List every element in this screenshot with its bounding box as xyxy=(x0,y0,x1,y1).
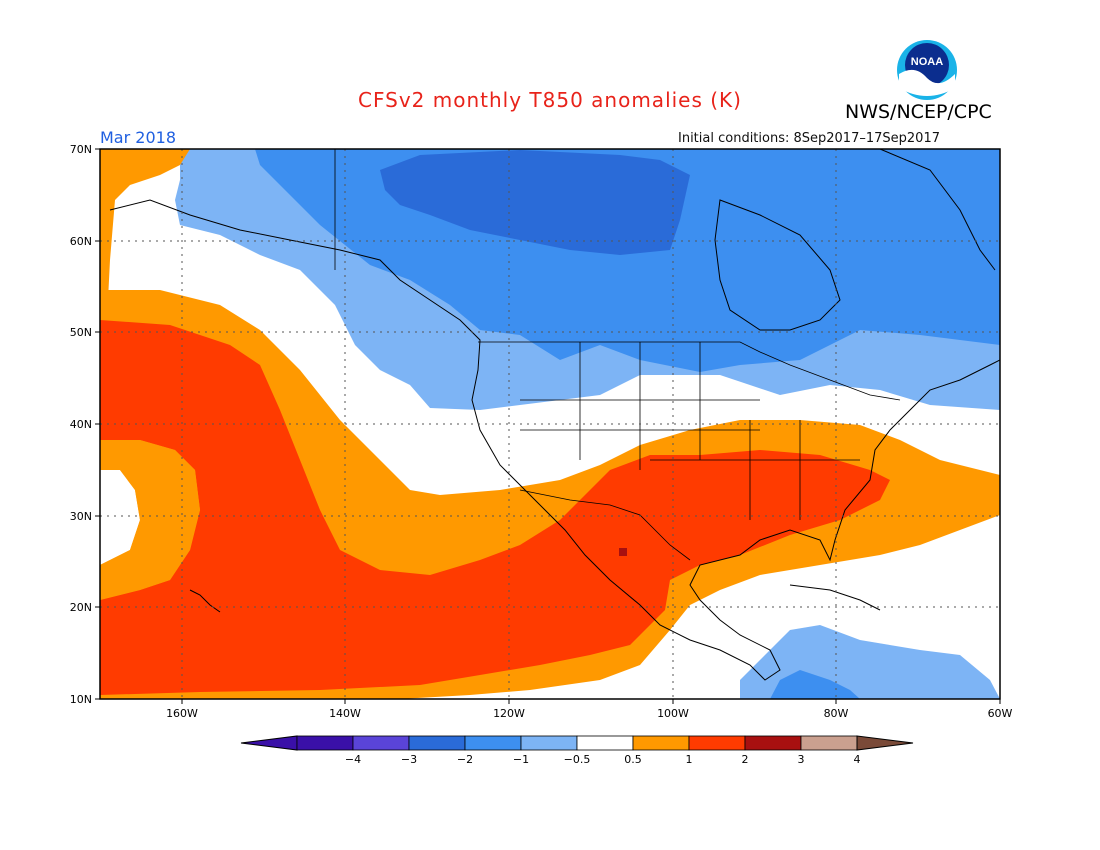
colorbar-tick-label: −4 xyxy=(345,753,361,766)
contour-plus-2 xyxy=(619,548,627,556)
lat-label-10n: 10N xyxy=(70,693,92,706)
chart-title: CFSv2 monthly T850 anomalies (K) xyxy=(358,88,742,112)
valid-month: Mar 2018 xyxy=(100,128,176,147)
border-us-canada xyxy=(478,341,901,401)
initial-conditions: Initial conditions: 8Sep2017–17Sep2017 xyxy=(678,131,940,146)
contour-plus-05-inner xyxy=(100,440,200,600)
lon-labels: 160W 140W 120W 100W 80W 60W xyxy=(166,707,1012,720)
noaa-logo: NOAA xyxy=(895,38,959,102)
border-us-mexico xyxy=(519,489,691,561)
coastlines xyxy=(109,149,1000,681)
lat-label-20n: 20N xyxy=(70,601,92,614)
graticule xyxy=(100,149,1000,699)
lon-label-100w: 100W xyxy=(657,707,689,720)
lat-label-70n: 70N xyxy=(70,143,92,156)
colorbar-swatch xyxy=(352,735,410,751)
colorbar-tick-label: 2 xyxy=(742,753,749,766)
coastline-hudson-bay xyxy=(714,199,841,331)
lon-label-120w: 120W xyxy=(493,707,525,720)
lat-label-60n: 60N xyxy=(70,235,92,248)
coastline-cuba xyxy=(789,584,881,611)
lon-label-60w: 60W xyxy=(988,707,1013,720)
colorbar-swatch xyxy=(800,735,858,751)
colorbar-swatch xyxy=(296,735,354,751)
colorbar-end-high xyxy=(856,735,914,751)
logo-text: NOAA xyxy=(911,56,943,68)
coastline-greenland xyxy=(879,149,996,271)
contour-plus-1 xyxy=(100,320,890,695)
contour-neutral-pacific xyxy=(100,470,140,565)
border-us-states xyxy=(520,342,860,520)
contour-minus-1-caribbean xyxy=(770,670,860,699)
political-borders xyxy=(334,149,901,561)
colorbar-swatch xyxy=(520,735,578,751)
colorbar-swatch xyxy=(688,735,746,751)
coastline-hawaii xyxy=(189,589,221,613)
coastline-north-america xyxy=(109,199,1000,681)
colorbar-tick-label: 0.5 xyxy=(624,753,642,766)
colorbar-tick-label: −2 xyxy=(457,753,473,766)
colorbar-swatch xyxy=(632,735,690,751)
lon-label-140w: 140W xyxy=(329,707,361,720)
colorbar: −4 −3 −2 −1 −0.5 0.5 1 2 3 4 xyxy=(240,735,914,766)
colorbar-swatch xyxy=(744,735,802,751)
colorbar-swatch xyxy=(576,735,634,751)
lat-label-50n: 50N xyxy=(70,326,92,339)
colorbar-tick-label: 1 xyxy=(686,753,693,766)
colorbar-tick-label: 4 xyxy=(854,753,861,766)
colorbar-tick-label: −0.5 xyxy=(564,753,591,766)
colorbar-tick-label: −3 xyxy=(401,753,417,766)
colorbar-tick-label: −1 xyxy=(513,753,529,766)
colorbar-end-low xyxy=(240,735,298,751)
colorbar-swatch xyxy=(464,735,522,751)
axis-ticks xyxy=(95,148,1001,704)
contour-minus-2 xyxy=(380,150,690,255)
lon-label-80w: 80W xyxy=(824,707,849,720)
colorbar-swatch xyxy=(408,735,466,751)
colorbar-tick-label: 3 xyxy=(798,753,805,766)
lat-label-40n: 40N xyxy=(70,418,92,431)
lon-label-160w: 160W xyxy=(166,707,198,720)
agency-label: NWS/NCEP/CPC xyxy=(845,101,992,123)
contour-plus-05-arctic xyxy=(100,149,190,305)
lat-labels: 70N 60N 50N 40N 30N 20N 10N xyxy=(70,143,92,706)
lat-label-30n: 30N xyxy=(70,510,92,523)
